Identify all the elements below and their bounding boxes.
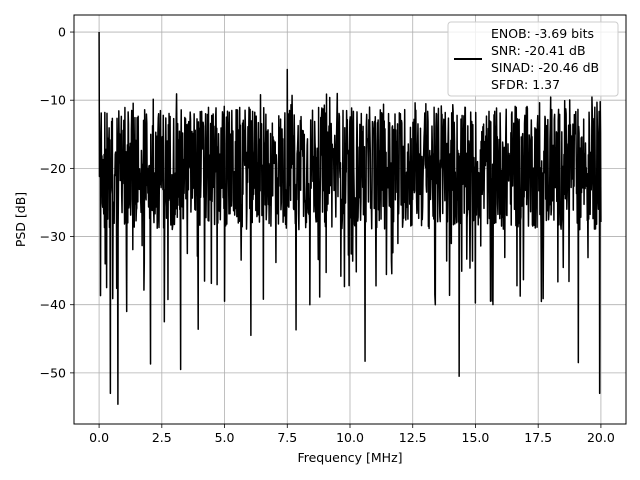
psd-series-line xyxy=(98,32,602,405)
legend-line: SFDR: 1.37 xyxy=(491,77,560,92)
legend-line: SNR: -20.41 dB xyxy=(491,43,586,58)
x-tick-label: 20.0 xyxy=(587,430,615,445)
series-group xyxy=(98,32,602,405)
y-tick-label: −20 xyxy=(40,161,66,176)
legend-line: ENOB: -3.69 bits xyxy=(491,26,594,41)
x-tick-label: 2.5 xyxy=(152,430,172,445)
x-tick-label: 10.0 xyxy=(336,430,364,445)
y-tick-label: −10 xyxy=(40,93,66,108)
x-axis-ticks: 0.0 2.5 5.0 7.5 10.0 12.5 15.0 17.5 20.0 xyxy=(89,424,615,445)
x-axis-label: Frequency [MHz] xyxy=(297,450,402,465)
x-tick-label: 0.0 xyxy=(89,430,109,445)
y-axis-ticks: 0 −10 −20 −30 −40 −50 xyxy=(40,25,74,380)
y-tick-label: −30 xyxy=(40,229,66,244)
legend-line: SINAD: -20.46 dB xyxy=(491,60,599,75)
legend-box xyxy=(447,21,619,97)
x-tick-label: 5.0 xyxy=(215,430,235,445)
x-tick-label: 12.5 xyxy=(399,430,427,445)
legend-entry: ENOB: -3.69 bits SNR: -20.41 dB SINAD: -20… xyxy=(491,26,599,92)
y-tick-label: −40 xyxy=(40,297,66,312)
x-tick-label: 17.5 xyxy=(524,430,552,445)
legend: ENOB: -3.69 bits SNR: -20.41 dB SINAD: -20… xyxy=(447,21,619,97)
y-axis-label: PSD [dB] xyxy=(13,192,28,247)
y-tick-label: 0 xyxy=(58,25,66,40)
x-tick-label: 15.0 xyxy=(462,430,490,445)
y-tick-label: −50 xyxy=(40,365,66,380)
x-tick-label: 7.5 xyxy=(277,430,297,445)
